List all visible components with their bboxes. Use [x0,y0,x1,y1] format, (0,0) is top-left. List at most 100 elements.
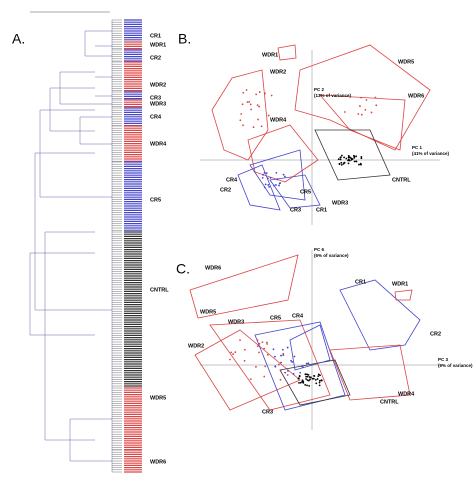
group-label: WDR6 [408,93,424,99]
dot [272,348,275,351]
group-label: WDR1 [392,281,408,287]
dot [355,160,358,163]
dot [256,104,259,106]
dot [282,354,285,356]
dot [318,384,321,387]
dot [257,118,259,121]
group-label: WDR4 [150,141,167,147]
dot [337,158,340,161]
group-label: WDR6 [205,265,221,271]
dot [302,381,305,384]
dot [239,119,242,122]
axis-label: PC 6 [314,247,325,252]
dot [364,108,367,111]
dot [318,379,321,382]
dot [318,381,321,384]
panel-b-axes [200,50,440,225]
dot [360,155,363,158]
dot [347,155,350,157]
dot [229,358,231,361]
dot [353,160,356,163]
dot [266,177,269,180]
dot [264,183,267,186]
group-label: CR5 [270,315,281,321]
panel-c-axes [200,250,440,430]
dot [307,362,310,365]
dot [232,353,234,355]
dot [360,157,363,160]
dot [306,373,309,376]
dot [350,157,353,160]
dot [279,182,282,184]
dot [359,105,361,107]
dot [261,341,264,344]
dot [269,176,272,179]
dot [282,173,285,176]
dot [316,378,319,380]
dot [284,371,287,374]
dot [267,114,270,117]
dot [263,186,266,189]
group-label: CR2 [430,331,441,337]
dot [243,359,246,362]
dot [320,379,323,382]
dot [340,161,343,164]
dot [276,178,279,181]
group-label: CR4 [226,177,238,183]
dot [365,99,368,101]
dot [234,351,237,354]
dot [291,361,294,363]
dot [340,163,343,166]
group-label: WDR3 [332,200,348,206]
dot [338,163,341,166]
panel-label: C. [176,261,190,277]
axis-note: (9% of variance) [438,363,473,368]
dot [319,374,321,377]
dot [284,175,286,178]
dot [374,96,377,99]
dot [311,377,314,380]
group-label: CR2 [150,55,161,61]
dot [250,108,253,111]
dot [263,375,266,378]
dot [275,184,277,186]
dot [309,378,311,381]
dot [280,369,282,371]
dot [355,155,357,158]
dot [262,173,265,176]
group-label: WDR3 [150,101,166,107]
dot [280,361,282,364]
dot [246,101,249,104]
dot [264,365,267,368]
dot [306,375,309,378]
panel-c-hulls [189,254,421,411]
dot [351,158,354,160]
dot [252,126,255,129]
dot [266,343,269,345]
group-label: CR2 [220,187,231,193]
dot [340,156,342,159]
group-label: CR3 [262,409,273,415]
dot [255,93,258,96]
dot [286,346,289,349]
dot [260,125,263,128]
dot [279,378,282,381]
dot [310,376,312,379]
dot [347,158,350,161]
group-label: WDR5 [398,59,414,65]
group-label: CR4 [150,114,162,120]
group-label: CR5 [300,189,311,195]
dot [348,156,351,159]
dot [243,348,246,351]
dot [317,375,320,378]
dot [293,355,296,358]
dot [263,347,266,350]
dot [306,384,308,387]
group-label: WDR5 [200,309,216,315]
dot [287,370,289,372]
group-label: CR1 [150,33,161,39]
group-label: CNTRL [150,287,169,293]
dot [263,171,266,174]
dot [314,379,317,381]
dot [359,162,362,165]
